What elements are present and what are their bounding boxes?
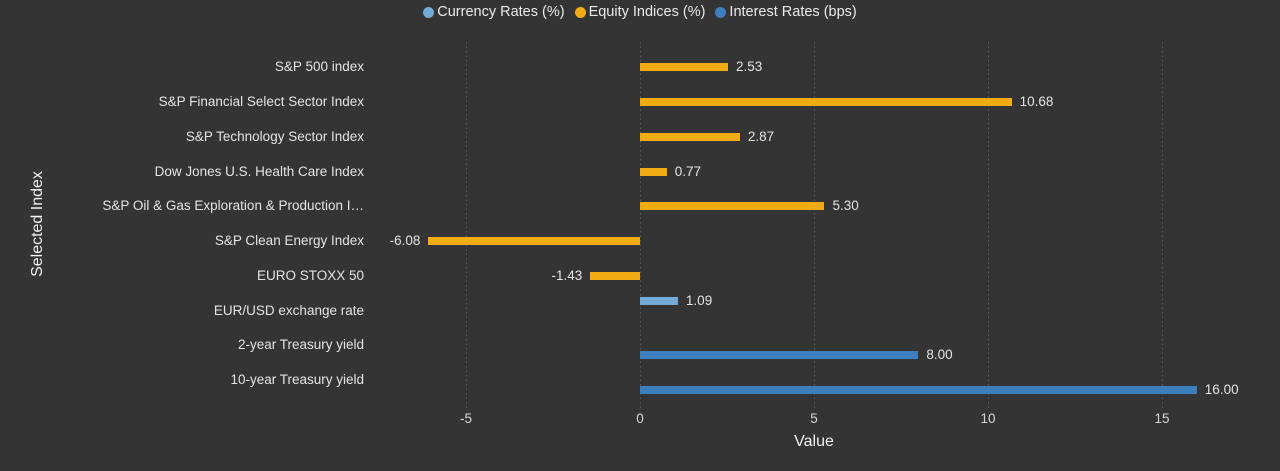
bar — [640, 97, 1012, 106]
category-label: EUR/USD exchange rate — [213, 302, 364, 318]
bar — [640, 297, 678, 306]
chart-legend: Currency Rates (%) Equity Indices (%) Inte… — [0, 4, 1280, 20]
bar-value-label: 0.77 — [674, 163, 702, 179]
category-label: S&P Clean Energy Index — [214, 233, 364, 249]
bar-value-label: 2.53 — [736, 59, 763, 75]
legend-marker-icon — [574, 6, 586, 18]
bar — [640, 63, 729, 72]
bar — [428, 237, 640, 246]
gridline — [640, 42, 641, 409]
legend-label: Equity Indices (%) — [588, 4, 706, 20]
category-label: 10-year Treasury yield — [230, 372, 364, 388]
bar — [640, 167, 667, 176]
bar-value-label: 16.00 — [1204, 381, 1239, 397]
category-label: EURO STOXX 50 — [256, 267, 364, 283]
category-label: Dow Jones U.S. Health Care Index — [154, 163, 364, 179]
gridline — [1162, 42, 1163, 409]
x-tick-label: 10 — [980, 411, 996, 426]
gridline — [466, 42, 467, 409]
legend-marker-icon — [715, 6, 727, 18]
bar-value-label: 5.30 — [832, 198, 859, 214]
legend-item-currency-rates[interactable]: Currency Rates (%) — [423, 4, 565, 20]
bar-value-label: 2.87 — [747, 128, 775, 144]
legend-label: Currency Rates (%) — [437, 4, 565, 20]
bar-value-label: -6.08 — [389, 233, 421, 249]
legend-label: Interest Rates (bps) — [729, 4, 857, 20]
bar — [590, 271, 640, 280]
gridline — [814, 42, 815, 409]
category-label: S&P Technology Sector Index — [185, 128, 364, 144]
gridline — [988, 42, 989, 409]
bar-value-label: -1.43 — [551, 267, 583, 283]
bar-value-label: 1.09 — [685, 293, 713, 309]
bar — [640, 385, 1197, 394]
category-label: S&P Oil & Gas Exploration & Production I… — [102, 198, 364, 214]
legend-item-interest-rates-bps[interactable]: Interest Rates (bps) — [715, 4, 857, 20]
bar — [640, 132, 740, 141]
bar-value-label: 10.68 — [1019, 93, 1054, 109]
bar — [640, 202, 825, 211]
legend-item-equity-indices[interactable]: Equity Indices (%) — [574, 4, 706, 20]
bar — [640, 350, 919, 359]
legend-marker-icon — [423, 6, 435, 18]
x-tick-label: -5 — [459, 411, 472, 426]
category-label: 2-year Treasury yield — [237, 337, 364, 353]
category-label: S&P Financial Select Sector Index — [158, 93, 364, 109]
x-axis-title: Value — [794, 433, 834, 450]
x-tick-label: 5 — [810, 411, 818, 426]
x-tick-label: 15 — [1154, 411, 1170, 426]
x-tick-label: 0 — [636, 411, 644, 426]
category-label: S&P 500 index — [274, 59, 364, 75]
bar-value-label: 8.00 — [926, 346, 953, 362]
